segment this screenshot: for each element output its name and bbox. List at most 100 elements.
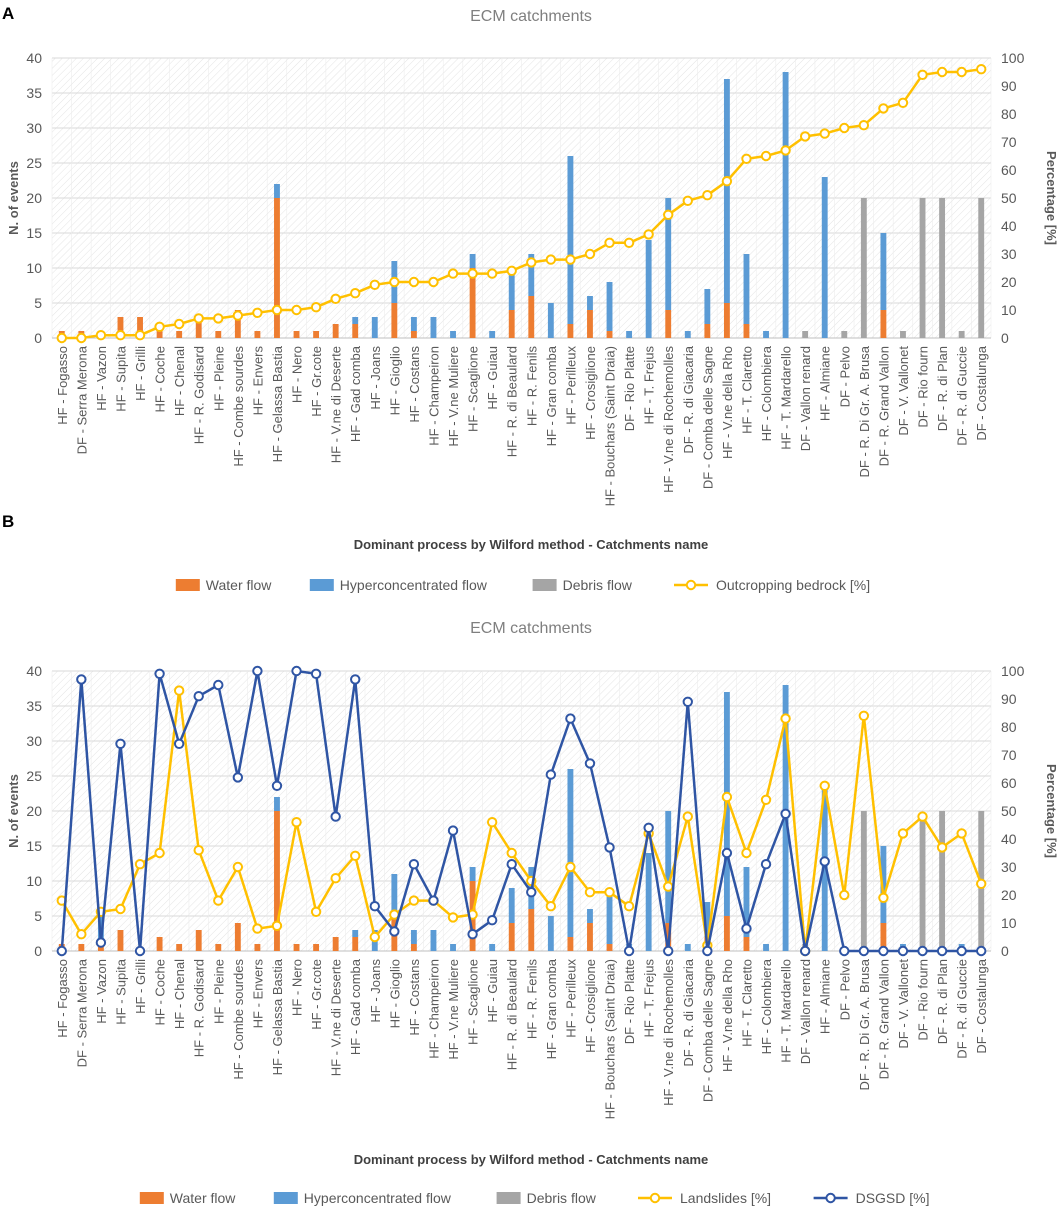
y2-tick-label: 80 <box>1001 106 1017 122</box>
bar-water <box>313 331 320 338</box>
bar-hyper <box>508 275 515 310</box>
bar-hyper <box>821 790 828 951</box>
x-tick-label: HF - Coche <box>153 959 168 1025</box>
x-tick-label: HF - Envers <box>250 959 265 1029</box>
legend-label: Debris flow <box>527 1190 597 1206</box>
y2-tick-label: 70 <box>1001 747 1017 763</box>
line-marker-line_yellow <box>486 817 498 828</box>
x-tick-label: HF - Champeiron <box>426 346 441 446</box>
x-tick-label: DF - Comba delle Sagne <box>700 959 715 1102</box>
bar-water <box>567 324 574 338</box>
x-tick-label: HF - Chenal <box>172 346 187 416</box>
x-tick-label: HF - Fogasso <box>55 346 70 425</box>
bar-debris <box>958 331 965 338</box>
bar-water <box>704 324 711 338</box>
bar-water <box>352 324 359 338</box>
y2-tick-label: 0 <box>1001 330 1009 346</box>
line-marker-line_yellow <box>193 313 204 324</box>
x-tick-label: HF - Pleine <box>211 959 226 1024</box>
line-marker-line_yellow <box>839 889 850 901</box>
line-marker-line_yellow <box>291 304 302 316</box>
x-tick-label: HF - Pleine <box>211 346 226 411</box>
bar-hyper <box>880 846 887 923</box>
line-marker-line_yellow <box>467 268 478 279</box>
y2-tick-label: 50 <box>1001 190 1017 206</box>
x-tick-label: HF - R. Fenils <box>524 959 539 1040</box>
panel-a-lines <box>56 64 987 344</box>
x-tick-label: HF - T. Mardarello <box>779 346 794 450</box>
line-marker-line_yellow <box>878 103 889 114</box>
x-tick-label: DF - R. di Giacaria <box>681 345 696 453</box>
line-marker-line_yellow <box>76 332 87 344</box>
line-marker-line_yellow <box>799 131 811 142</box>
bar-water <box>176 331 183 338</box>
line-marker-line_yellow <box>173 318 185 330</box>
bar-hyper <box>782 72 789 338</box>
bar-hyper <box>606 282 613 331</box>
panel-a-bars <box>58 72 985 338</box>
x-tick-label: HF - T. Frejus <box>642 959 657 1038</box>
line-marker-line_yellow <box>604 237 615 249</box>
x-tick-label: HF - R. di Beaulard <box>505 346 520 457</box>
bar-hyper <box>274 797 280 811</box>
line-marker-line_blue <box>858 945 870 957</box>
bar-debris <box>939 198 946 338</box>
x-tick-label: HF - V.ne Muliere <box>446 959 461 1060</box>
line-marker-line_yellow <box>291 817 302 828</box>
y-tick-label: 40 <box>26 50 42 66</box>
y-tick-label: 20 <box>26 190 42 206</box>
line-marker-line_yellow <box>604 887 615 898</box>
bar-debris <box>978 198 985 338</box>
line-marker-line_yellow <box>134 330 146 341</box>
line-marker-line_blue <box>173 738 185 749</box>
y-tick-label: 40 <box>26 663 42 679</box>
y-tick-label: 15 <box>26 838 42 854</box>
y2-tick-label: 100 <box>1001 663 1025 679</box>
line-marker-line_blue <box>682 696 693 707</box>
bar-water <box>352 937 359 951</box>
line-marker-line_yellow <box>565 254 576 265</box>
legend-label: Hyperconcentrated flow <box>340 577 488 593</box>
panel-a-y2-ticks: 0 10 20 30 40 50 60 70 80 90 100 <box>1001 50 1025 346</box>
panel-a-x-label: Dominant process by Wilford method - Cat… <box>354 537 709 552</box>
line-marker-line_yellow <box>897 828 909 839</box>
bar-water <box>880 310 887 338</box>
line-marker-line_yellow <box>760 150 772 162</box>
x-tick-label: HF - T. Frejus <box>642 346 657 425</box>
x-tick-label: HF - Combe sourdes <box>231 346 246 467</box>
line-marker-line_yellow <box>623 901 635 912</box>
x-tick-label: HF - Grilli <box>133 959 148 1014</box>
panel-b-y-label: N. of events <box>6 774 21 848</box>
bar-water <box>508 310 515 338</box>
legend-label: Outcropping bedrock [%] <box>716 577 870 593</box>
bar-water <box>234 310 241 338</box>
line-marker-line_blue <box>565 713 576 724</box>
bar-hyper <box>508 888 515 923</box>
bar-water <box>743 324 750 338</box>
bar-hyper <box>684 331 691 338</box>
bar-hyper <box>410 317 417 331</box>
bar-hyper <box>547 303 554 338</box>
bar-hyper <box>763 331 769 338</box>
x-tick-label: HF - Nero <box>290 346 305 403</box>
line-marker-line_blue <box>330 811 341 822</box>
x-tick-label: DF - R. Di Gr. A. Brusa <box>857 345 872 477</box>
line-marker-line_yellow <box>721 176 733 187</box>
x-tick-label: HF - Combe sourdes <box>231 959 246 1080</box>
bar-water <box>293 944 300 951</box>
y2-tick-label: 60 <box>1001 775 1017 791</box>
bar-water <box>195 930 202 951</box>
bar-water <box>508 923 515 951</box>
x-tick-label: HF - Gioglio <box>387 959 402 1028</box>
line-marker-line_yellow <box>115 330 126 341</box>
x-tick-label: DF - Vallon renard <box>798 959 813 1064</box>
line-marker-line_yellow <box>154 321 165 332</box>
x-tick-label: HF - Joans <box>368 346 383 410</box>
bar-water <box>156 937 163 951</box>
line-marker-line_blue <box>936 945 948 957</box>
x-tick-label: HF - V.ne di Deserte <box>329 959 344 1076</box>
x-tick-label: HF - Vazon <box>94 959 109 1024</box>
y2-tick-label: 90 <box>1001 691 1017 707</box>
line-marker-line_blue <box>702 945 713 957</box>
bar-hyper <box>821 177 828 338</box>
